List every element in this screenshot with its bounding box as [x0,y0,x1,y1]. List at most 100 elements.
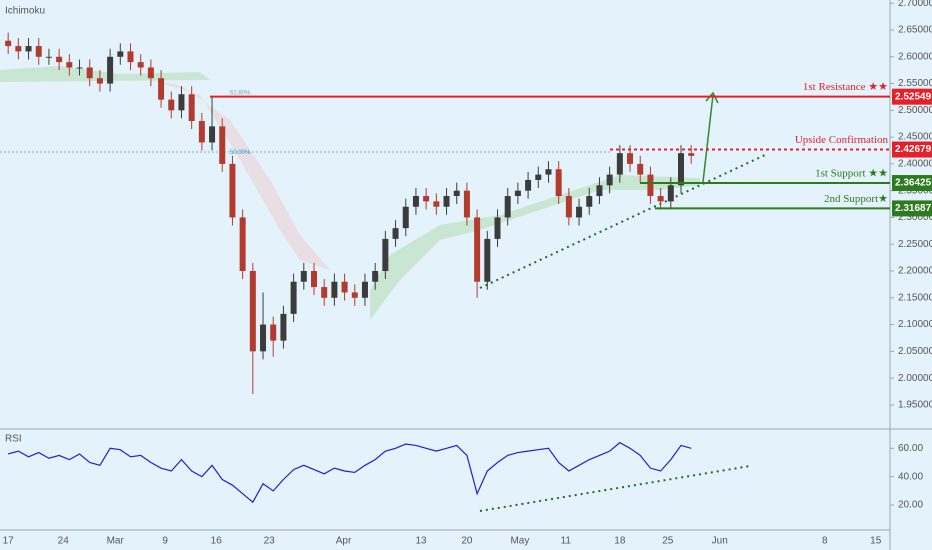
candle-body [209,126,216,143]
candle-body [463,190,470,218]
x-tick-label: 24 [58,536,70,547]
candle-body [596,185,603,197]
candle-body [474,217,481,282]
candle-body [229,163,236,218]
candle-body [127,51,134,63]
y-tick-label: 2.70000 [898,0,932,9]
candle-body [545,169,552,175]
candle-body [117,51,124,57]
rsi-line [7,441,692,504]
candle-body [300,271,307,282]
y-tick-label: 2.00000 [898,373,932,384]
candle-body [402,206,409,229]
candle-body [107,56,114,84]
target-arrow-head [705,91,719,104]
x-tick-label: 11 [561,536,572,547]
candle-body [412,196,419,207]
indicator-title: Ichimoku [5,6,45,17]
candle-body [35,46,42,57]
candle-body [15,46,22,52]
candle-body [372,271,379,282]
candle-body [565,196,572,218]
candle-body [188,94,195,122]
candle-body [96,78,103,84]
level-price-tag [892,88,932,105]
candle-body [280,313,287,341]
y-tick-label: 2.10000 [898,319,932,330]
candle-body [443,196,450,207]
ichimoku-cloud [0,66,210,82]
level-label: 1st Support ★★ [815,168,888,180]
candle-body [341,281,348,293]
candle-body [361,281,368,298]
ichimoku-cloud [370,175,700,320]
level-price-tag [892,200,932,217]
x-tick-label: 9 [162,536,168,547]
candle-body [688,153,695,156]
candle-body [586,196,593,207]
level-label: 1st Resistance ★★ [803,81,888,93]
candle-body [657,196,664,202]
y-tick-label: 2.60000 [898,51,932,62]
candle-body [535,174,542,180]
candle-body [382,238,389,272]
x-tick-label: 13 [415,536,427,547]
rsi-trendline [479,465,751,512]
candle-body [423,196,430,202]
indicator-title: RSI [5,434,22,445]
y-tick-label: 2.25000 [898,239,932,250]
level-price: 2.42679 [895,144,932,155]
x-tick-label: 18 [614,536,626,547]
candle-body [678,153,685,186]
candle-body [321,287,328,298]
candle-body [616,153,623,175]
candle-body [260,324,267,352]
candle-body [667,185,674,202]
level-price: 2.52549 [895,91,932,102]
level-price: 2.36425 [895,178,932,189]
y-tick-label: 2.65000 [898,25,932,36]
y-tick-label: 2.15000 [898,292,932,303]
candle-body [331,281,338,298]
candle-body [270,324,277,341]
y-tick-label: 1.95000 [898,400,932,411]
candle-body [56,56,63,63]
y-tick-label: 2.20000 [898,266,932,277]
y-tick-label: 20.00 [898,500,923,511]
x-tick-label: 16 [211,536,223,547]
candle-body [76,67,83,69]
candle-body [5,40,12,47]
candle-body [647,174,654,197]
ichimoku-cloud [150,80,330,270]
x-tick-label: 20 [461,536,473,547]
y-tick-label: 40.00 [898,471,923,482]
x-tick-label: 8 [822,536,828,547]
x-tick-label: 17 [3,536,15,547]
x-tick-label: Jun [712,536,728,547]
level-label: 2nd Support★ [824,193,888,205]
candle-body [239,217,246,272]
candle-body [310,271,317,288]
candle-body [168,99,175,111]
fib-label: 61.80% [230,90,251,96]
trendline [479,154,766,289]
y-tick-label: 2.05000 [898,346,932,357]
level-price-tag [892,141,932,158]
candle-body [178,94,185,111]
candle-body [147,67,154,79]
candle-body [627,153,634,164]
level-price-tag [892,175,932,192]
x-tick-label: 15 [870,536,882,547]
level-label: Upside Confirmation [795,134,889,146]
y-tick-label: 2.40000 [898,159,932,170]
candle-body [45,56,52,58]
x-tick-label: 25 [662,536,674,547]
candle-body [433,201,440,207]
candle-body [158,78,165,100]
x-tick-label: 23 [264,536,276,547]
fib-label: 50.00% [230,150,251,156]
candle-body [494,217,501,239]
candle-body [453,190,460,197]
x-tick-label: Apr [336,536,352,547]
